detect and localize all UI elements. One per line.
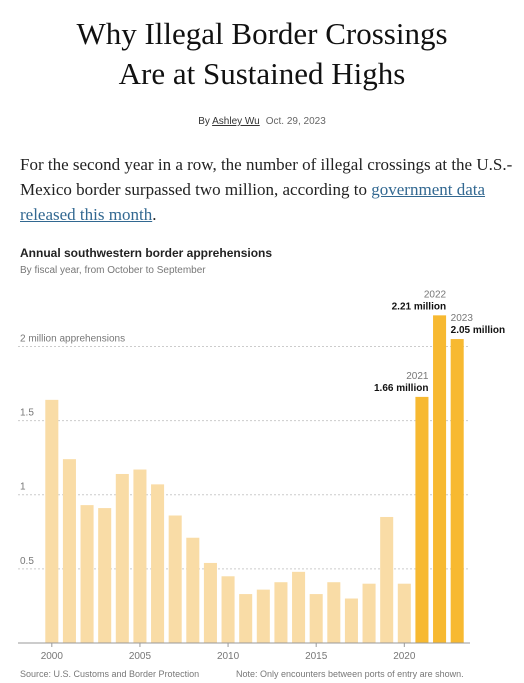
source: Source: U.S. Customs and Border Protecti…: [20, 669, 199, 679]
bar: [151, 484, 165, 643]
headline-line: Why Illegal Border Crossings: [76, 16, 448, 51]
bar: [415, 396, 429, 643]
date: Oct. 29, 2023: [265, 116, 326, 127]
bar: [186, 537, 200, 643]
byline-prefix: By: [198, 116, 210, 127]
bar: [98, 508, 112, 643]
byline: By Ashley Wu Oct. 29, 2023: [0, 116, 524, 127]
bar: [344, 598, 358, 643]
bar: [80, 505, 94, 643]
bar: [221, 576, 235, 643]
bar: [45, 399, 59, 643]
bar: [274, 582, 288, 643]
bar: [239, 594, 253, 643]
intro: For the second year in a row, the number…: [20, 152, 515, 227]
x-tick-label: 2015: [305, 651, 328, 662]
intro-text: For the second year in a row, the number…: [20, 155, 513, 199]
bar: [327, 582, 341, 643]
chart-title: Annual southwestern border apprehensions: [20, 246, 272, 260]
value-label: 1.66 million: [374, 383, 428, 394]
bar: [433, 315, 447, 643]
note: Note: Only encounters between ports of e…: [236, 669, 464, 679]
y-tick-label: 1.5: [20, 408, 34, 419]
y-tick-label: 0.5: [20, 556, 34, 567]
value-label: 2.05 million: [451, 325, 505, 336]
intro-end: .: [152, 205, 157, 224]
bar: [292, 571, 306, 643]
year-label: 2023: [451, 313, 474, 324]
year-label: 2022: [424, 289, 447, 300]
x-tick-label: 2000: [41, 651, 64, 662]
year-label: 2021: [406, 371, 429, 382]
bar: [380, 516, 394, 643]
bar: [133, 469, 147, 643]
value-label: 2.21 million: [392, 301, 446, 312]
x-tick-label: 2010: [217, 651, 240, 662]
x-tick-label: 2020: [393, 651, 416, 662]
y-tick-label: 1: [20, 482, 26, 493]
bar: [450, 339, 464, 643]
bar: [203, 562, 217, 643]
bar: [256, 589, 270, 643]
bar: [115, 473, 129, 643]
x-tick-label: 2005: [129, 651, 152, 662]
intro-link[interactable]: government data released this month: [20, 180, 486, 224]
author-link[interactable]: Ashley Wu: [212, 116, 260, 127]
bar: [362, 583, 376, 643]
chart: Annual southwestern border apprehensions…: [18, 246, 505, 679]
headline: Why Illegal Border Crossings Are at Susta…: [0, 14, 524, 94]
chart-subtitle: By fiscal year, from October to Septembe…: [20, 265, 206, 276]
headline-line: Are at Sustained Highs: [118, 56, 406, 91]
bar: [397, 583, 411, 643]
bar: [168, 515, 182, 643]
bar: [309, 594, 323, 643]
bar: [62, 459, 76, 643]
y-tick-label: 2 million apprehensions: [20, 333, 125, 344]
